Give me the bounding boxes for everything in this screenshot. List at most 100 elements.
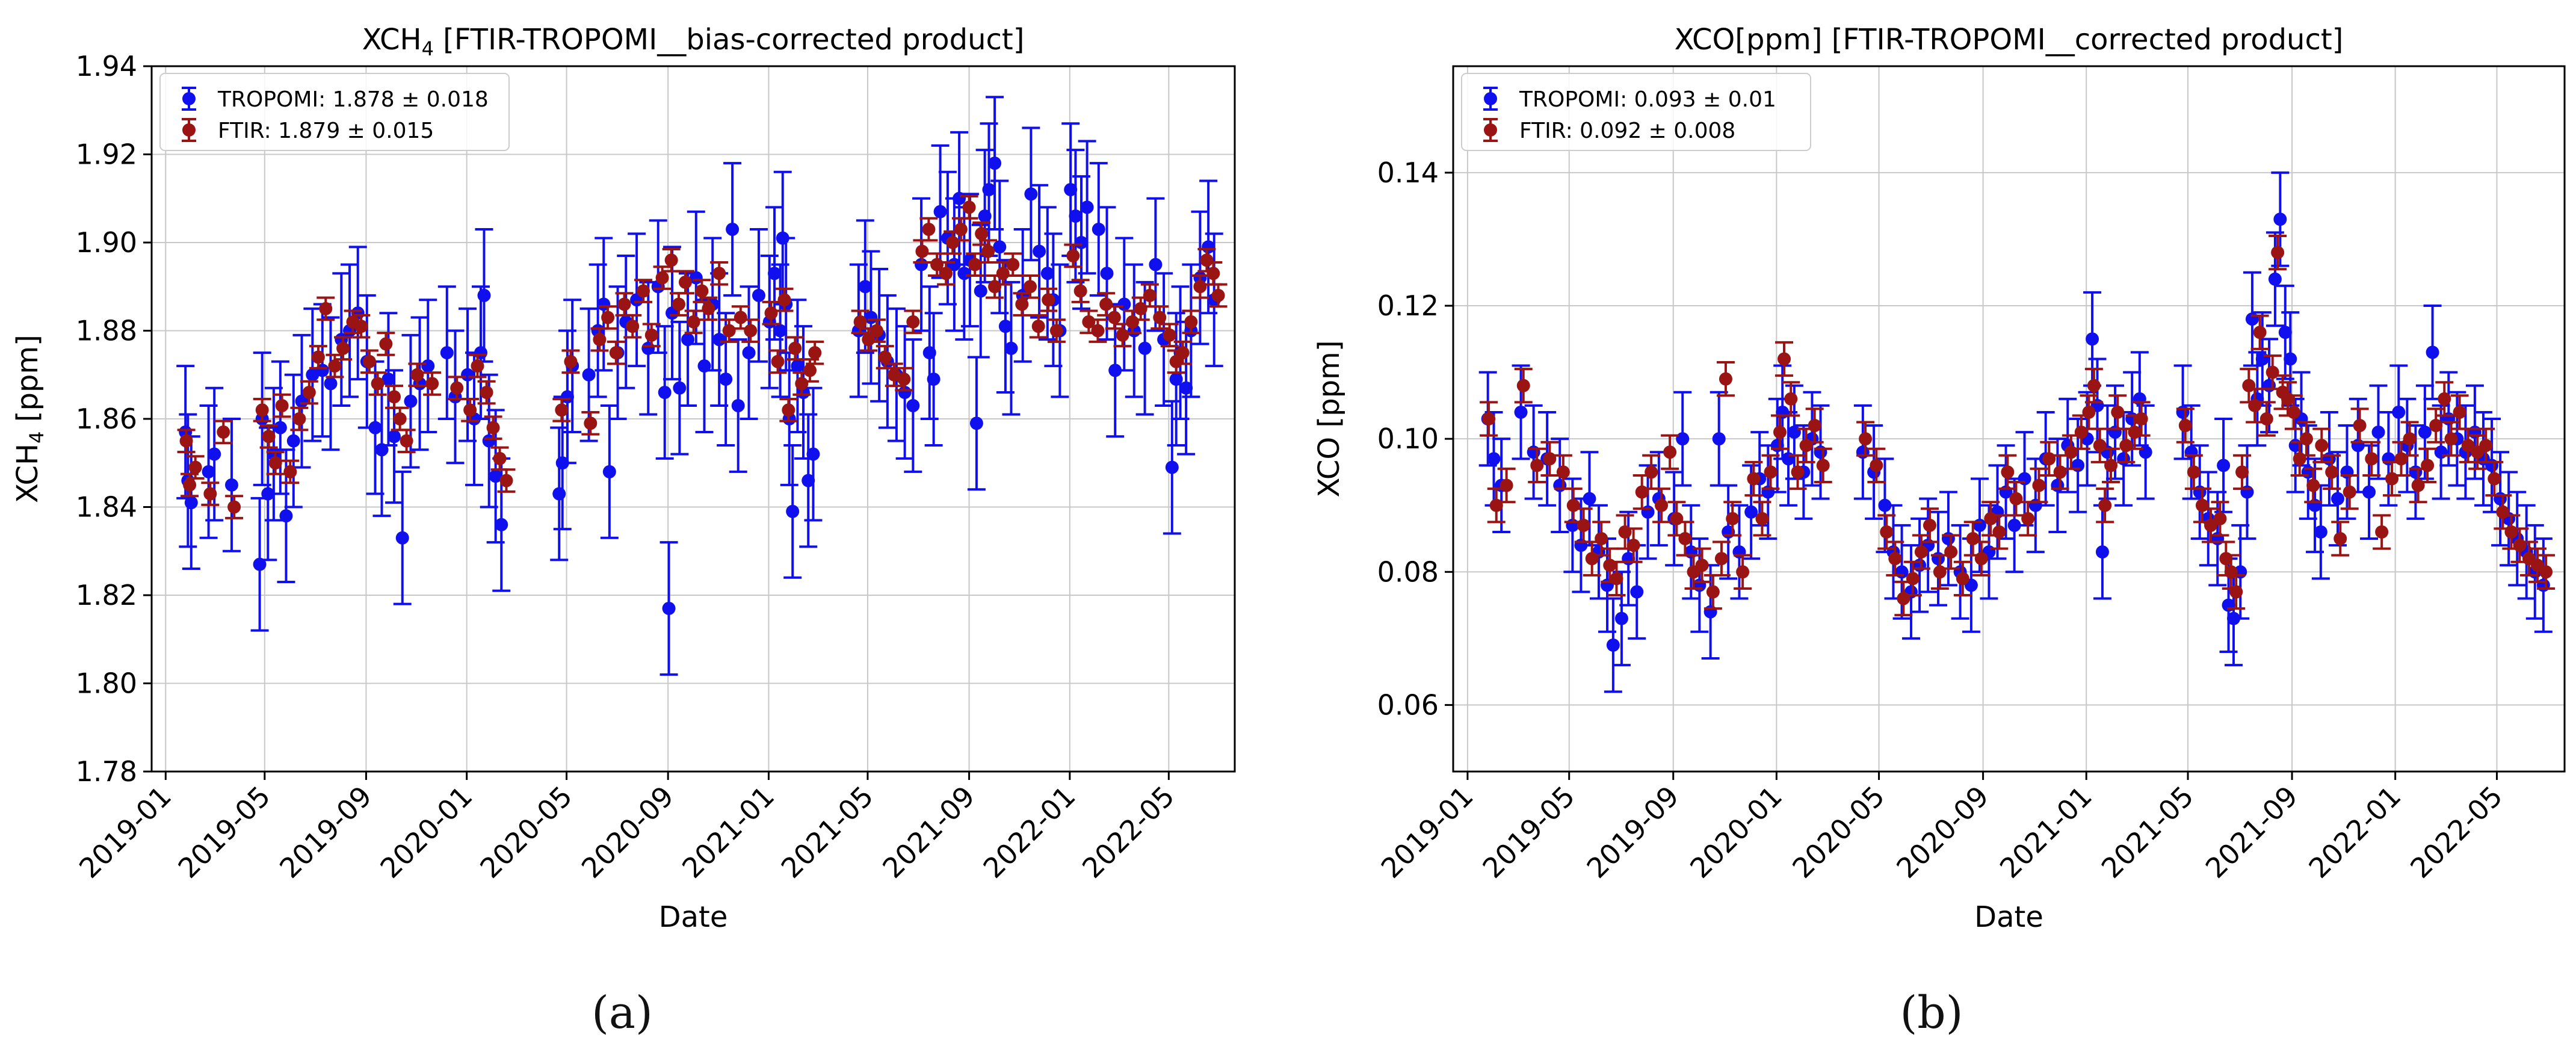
legend-marker (1484, 92, 1497, 105)
data-point (279, 509, 293, 523)
data-point (687, 315, 700, 329)
data-point (1165, 460, 1179, 474)
data-point (564, 354, 578, 368)
data-point (1610, 572, 1623, 586)
data-point (1941, 532, 1955, 546)
legend-marker (182, 123, 196, 137)
data-point (2394, 452, 2408, 466)
data-point (2385, 472, 2399, 486)
data-point (489, 469, 502, 483)
data-point (1514, 405, 1528, 419)
data-point (2343, 485, 2356, 499)
data-point (2021, 512, 2035, 525)
data-point (1895, 565, 1909, 579)
y-tick-label: 1.82 (76, 579, 137, 611)
data-point (1006, 258, 1020, 271)
data-point (371, 377, 385, 391)
data-point (2134, 412, 2148, 425)
data-point (2133, 392, 2146, 406)
data-point (1888, 552, 1902, 566)
x-tick-label: 2019-01 (1375, 780, 1480, 885)
data-point (379, 337, 393, 351)
data-point (2314, 525, 2327, 539)
data-point (2082, 405, 2096, 419)
data-point (1585, 552, 1599, 566)
data-point (878, 350, 892, 364)
data-point (808, 346, 822, 360)
data-point (719, 373, 733, 386)
data-point (768, 267, 782, 280)
data-point (1606, 638, 1620, 652)
data-point (1211, 288, 1225, 302)
data-point (2176, 405, 2190, 419)
x-tick-label: 2021-01 (676, 780, 780, 885)
data-point (1116, 328, 1129, 342)
data-point (1049, 324, 1063, 338)
x-tick-label: 2021-01 (1994, 780, 2098, 885)
data-point (773, 324, 787, 338)
data-point (2434, 445, 2448, 459)
data-point (968, 258, 982, 271)
data-point (217, 425, 230, 439)
x-tick-label: 2020-09 (1890, 780, 1995, 885)
data-point (1726, 512, 1740, 525)
data-point (2426, 345, 2439, 359)
data-point (742, 346, 756, 360)
y-axis-label: XCH4 [ppm] (11, 335, 48, 503)
data-point (450, 381, 464, 395)
data-point (1684, 545, 1698, 559)
data-point (617, 297, 631, 311)
data-point (712, 267, 726, 280)
y-tick-label: 1.84 (76, 491, 137, 524)
x-tick-label: 2019-01 (73, 780, 178, 885)
data-point (440, 346, 454, 360)
data-point (922, 223, 936, 237)
data-point (1856, 445, 1870, 459)
data-point (2488, 472, 2501, 486)
data-point (1031, 320, 1045, 333)
data-point (1040, 267, 1054, 280)
data-point (1974, 552, 1988, 566)
data-point (1138, 341, 1152, 355)
data-point (1641, 505, 1655, 519)
data-point (744, 324, 758, 338)
data-point (974, 284, 987, 298)
data-point (1799, 439, 1813, 453)
data-point (975, 227, 989, 241)
data-point (1556, 465, 1570, 479)
data-point (179, 434, 193, 448)
data-point (1956, 572, 1969, 586)
data-point (2117, 452, 2131, 466)
data-point (2245, 312, 2259, 326)
data-point (1914, 545, 1928, 559)
x-tick-label: 2019-05 (172, 780, 277, 885)
data-point (993, 240, 1007, 254)
data-point (2193, 485, 2207, 499)
data-point (2009, 492, 2023, 506)
data-point (1100, 267, 1114, 280)
data-point (1024, 280, 1037, 294)
data-point (2098, 498, 2112, 512)
data-point (471, 359, 484, 373)
data-point (858, 280, 872, 294)
x-tick-label: 2022-01 (2302, 780, 2407, 885)
data-point (2287, 405, 2300, 419)
data-point (2403, 432, 2417, 446)
data-point (202, 465, 215, 478)
data-point (2064, 445, 2078, 459)
data-point (1107, 311, 1121, 324)
data-point (184, 496, 198, 510)
data-point (722, 324, 736, 338)
data-point (283, 465, 297, 478)
data-point (425, 377, 439, 391)
data-point (306, 368, 320, 382)
data-point (2365, 452, 2379, 466)
data-point (2308, 498, 2322, 512)
data-point (806, 447, 820, 461)
data-point (2293, 452, 2306, 466)
data-point (593, 333, 607, 347)
data-point (1489, 498, 1503, 512)
data-point (381, 373, 395, 386)
data-point (2429, 419, 2443, 433)
data-point (2494, 492, 2507, 506)
